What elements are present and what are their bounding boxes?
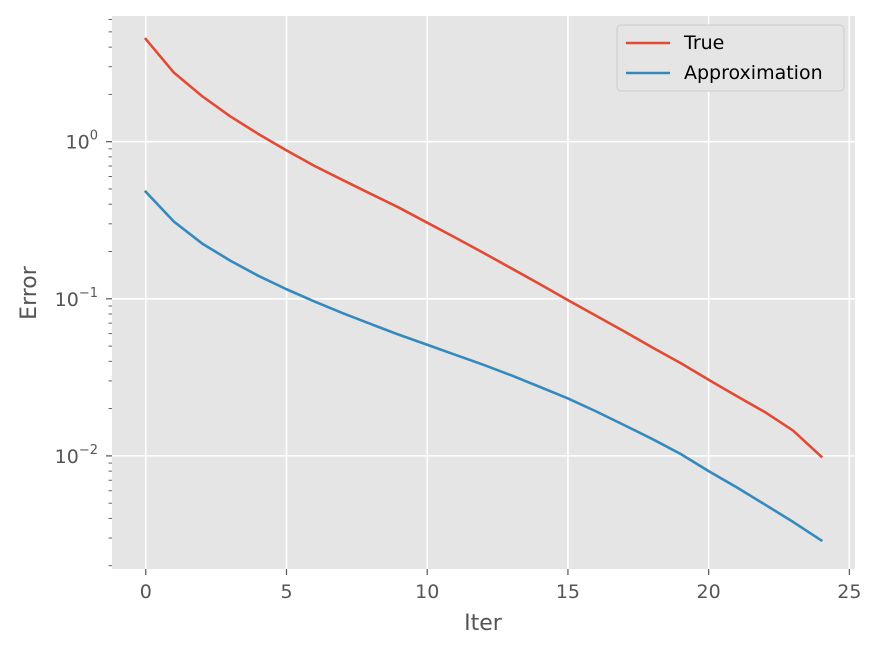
legend-box: [616, 24, 845, 92]
legend-label-true: True: [683, 32, 724, 54]
y-tick-label: 100: [66, 129, 98, 154]
series-line-true: [143, 37, 824, 459]
y-axis-ticks: 100 10−1 10−2: [55, 129, 112, 468]
plot-area: [112, 16, 855, 569]
grid-lines: [112, 16, 855, 569]
x-tick-label: 5: [280, 581, 292, 603]
legend-label-approximation: Approximation: [684, 62, 823, 84]
y-tick-label: 10−1: [55, 286, 98, 311]
series-line-approximation: [143, 189, 824, 543]
x-axis-label: Iter: [464, 611, 503, 636]
x-tick-label: 10: [415, 581, 439, 603]
y-tick-label: 10−2: [55, 443, 98, 468]
x-tick-label: 25: [837, 581, 861, 603]
x-tick-label: 0: [140, 581, 152, 603]
series-lines: [143, 37, 824, 543]
minor-ticks: [108, 18, 112, 567]
y-axis-label: Error: [17, 265, 42, 320]
legend: True Approximation: [616, 24, 845, 92]
x-tick-label: 15: [556, 581, 580, 603]
x-axis-ticks: 0 5 10 15 20 25: [140, 569, 861, 603]
x-tick-label: 20: [697, 581, 721, 603]
